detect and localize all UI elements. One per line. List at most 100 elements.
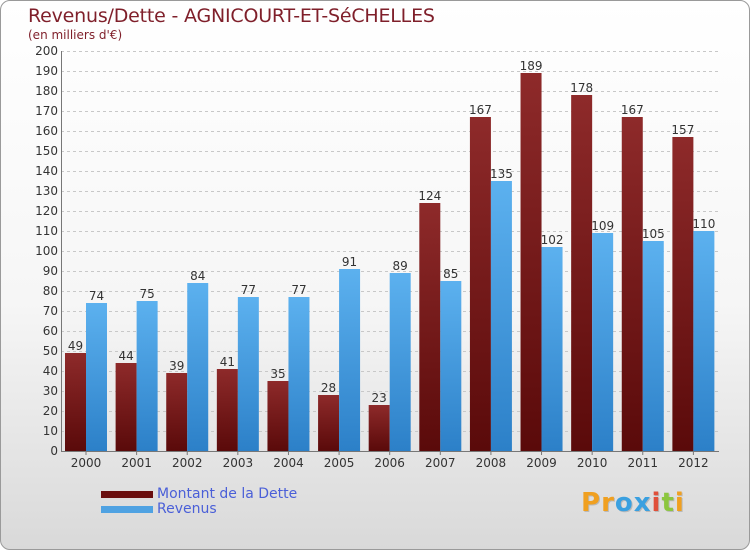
y-tick-label: 100 [35,244,58,258]
bar-dette [166,373,188,451]
data-label-dette: 39 [169,359,184,373]
x-tick-label: 2002 [172,456,203,470]
bar-revenus [440,281,462,451]
bar-dette [65,353,86,451]
bar-revenus [288,297,310,451]
data-label-revenus: 77 [241,283,256,297]
x-tick-label: 2000 [71,456,102,470]
y-tick-label: 50 [43,344,58,358]
data-label-dette: 49 [68,339,83,353]
bar-revenus [389,273,411,451]
data-label-dette: 23 [372,391,387,405]
y-tick-label: 60 [43,324,58,338]
logo-letter: i [651,488,662,518]
data-label-revenus: 85 [443,267,458,281]
y-tick-label: 170 [35,104,58,118]
bar-revenus [693,231,715,451]
bar-revenus [237,297,259,451]
y-tick-label: 140 [35,164,58,178]
x-tick-label: 2001 [121,456,152,470]
bar-dette [115,363,137,451]
y-tick-label: 20 [43,404,58,418]
bar-dette [368,405,390,451]
data-label-dette: 157 [671,123,694,137]
chart-subtitle: (en milliers d'€) [28,28,123,42]
x-tick-label: 2011 [627,456,658,470]
bar-dette [621,117,643,451]
data-label-revenus: 84 [190,269,205,283]
bar-dette [419,203,441,451]
y-tick-label: 90 [43,264,58,278]
x-tick-label: 2010 [577,456,608,470]
y-tick-label: 80 [43,284,58,298]
bar-dette [267,381,289,451]
y-tick-label: 130 [35,184,58,198]
data-label-dette: 167 [469,103,492,117]
bars-layer [65,73,715,451]
y-tick-label: 30 [43,384,58,398]
y-tick-label: 40 [43,364,58,378]
y-tick-label: 0 [50,444,58,458]
proxiti-logo: Proxiti [581,488,685,518]
x-tick-label: 2005 [324,456,355,470]
x-tick-label: 2003 [223,456,254,470]
data-label-revenus: 102 [541,233,564,247]
data-label-revenus: 75 [139,287,154,301]
logo-letter: o [614,488,634,518]
logo-letter: r [601,488,615,518]
bar-revenus [187,283,209,451]
data-label-dette: 44 [118,349,133,363]
data-label-dette: 189 [520,59,543,73]
chart-title: Revenus/Dette - AGNICOURT-ET-SéCHELLES [28,5,435,27]
x-tick-label: 2009 [526,456,557,470]
x-tick-label: 2004 [273,456,304,470]
data-label-revenus: 109 [591,219,614,233]
data-label-dette: 35 [270,367,285,381]
bar-dette [520,73,542,451]
data-label-dette: 41 [220,355,235,369]
bar-dette [216,369,238,451]
y-tick-label: 150 [35,144,58,158]
data-label-revenus: 89 [393,259,408,273]
y-tick-label: 10 [43,424,58,438]
data-label-dette: 124 [418,189,441,203]
x-tick-label: 2007 [425,456,456,470]
labels-layer: 49 74 44 75 39 84 41 77 35 77 28 91 23 89 124 85 167 135 1… [68,59,715,405]
y-tick-label: 190 [35,64,58,78]
legend-swatch-debt [101,491,153,498]
data-label-revenus: 91 [342,255,357,269]
legend-label-revenus: Revenus [157,501,217,517]
x-tick-label: 2008 [476,456,507,470]
data-label-revenus: 135 [490,167,513,181]
bar-revenus [592,233,614,451]
axis-layer: 0 10 20 30 40 50 60 70 80 90 100 110 120 130 140 150 160… [35,44,719,470]
data-label-revenus: 74 [89,289,104,303]
y-tick-label: 120 [35,204,58,218]
bar-dette [318,395,340,451]
bar-revenus [339,269,361,451]
bar-dette [571,95,593,451]
data-label-revenus: 105 [642,227,665,241]
y-tick-label: 110 [35,224,58,238]
logo-letter: P [581,488,602,518]
legend-swatch-revenus [101,506,153,513]
x-tick-label: 2012 [678,456,709,470]
bar-revenus [642,241,664,451]
y-tick-label: 200 [35,44,58,58]
x-tick-label: 2006 [374,456,405,470]
y-tick-label: 70 [43,304,58,318]
bar-revenus [86,303,107,451]
bar-revenus [136,301,158,451]
data-label-dette: 178 [570,81,593,95]
bar-revenus [541,247,563,451]
bar-dette [469,117,491,451]
legend-label-debt: Montant de la Dette [157,486,298,502]
data-label-revenus: 77 [291,283,306,297]
logo-letter: t [661,488,675,518]
y-tick-label: 160 [35,124,58,138]
logo-letter: i [674,488,685,518]
data-label-dette: 167 [621,103,644,117]
bar-dette [672,137,694,451]
